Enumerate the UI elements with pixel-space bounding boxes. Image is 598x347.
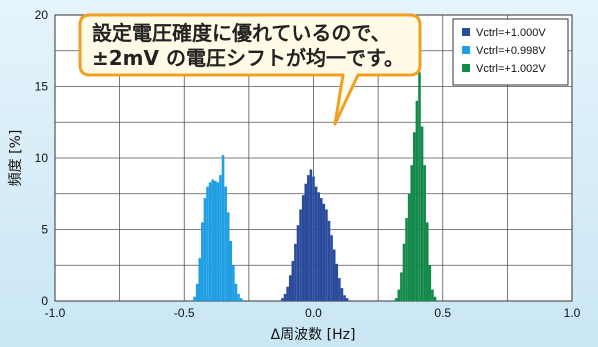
legend-label: Vctrl=+1.000V — [476, 27, 546, 39]
histogram-bar — [343, 295, 346, 301]
y-axis-title: 頻度 [%] — [8, 130, 24, 187]
histogram-bar — [296, 225, 300, 301]
histogram-bar — [332, 249, 336, 301]
histogram-bar — [195, 283, 199, 301]
histogram-bar — [325, 209, 328, 301]
histogram-bar — [283, 293, 287, 301]
histogram-bar — [413, 132, 416, 301]
histogram-bar — [203, 198, 207, 301]
callout: 設定電圧確度に優れているので、 ±2mV の電圧シフトが均一です。 — [78, 13, 422, 126]
histogram-bar — [335, 263, 339, 301]
histogram-bar — [219, 175, 222, 301]
callout-line-1: 設定電圧確度に優れているので、 — [92, 21, 391, 45]
y-tick-label: 0 — [41, 294, 48, 308]
histogram-bar — [312, 176, 315, 301]
histogram-bar — [239, 298, 243, 301]
histogram-bar — [232, 265, 235, 301]
histogram-bar — [394, 298, 398, 301]
y-tick-label: 10 — [35, 151, 49, 165]
legend: Vctrl=+1.000V Vctrl=+0.998V Vctrl=+1.002V — [452, 18, 569, 86]
x-axis-title: Δ周波数 [Hz] — [271, 327, 356, 343]
legend-swatch — [462, 46, 470, 54]
y-tick-label: 15 — [35, 80, 49, 94]
histogram-bar — [286, 286, 289, 301]
histogram-bar — [237, 293, 240, 301]
y-tick-label: 20 — [35, 8, 49, 22]
histogram-bar — [201, 222, 204, 301]
histogram-bar — [338, 278, 341, 301]
histogram-bar — [294, 243, 297, 301]
histogram-bar — [410, 165, 414, 301]
histogram-bar — [420, 126, 424, 301]
histogram-bar — [418, 72, 421, 301]
histogram-bar — [224, 186, 227, 301]
histogram-bar — [229, 240, 233, 301]
histogram-bar — [307, 175, 310, 301]
legend-label: Vctrl=+1.002V — [476, 63, 546, 75]
legend-swatch — [462, 64, 470, 72]
legend-label: Vctrl=+0.998V — [476, 45, 546, 57]
callout-line-2: ±2mV の電圧シフトが均一です。 — [92, 46, 404, 70]
histogram-bar — [206, 186, 209, 301]
x-tick-label: 0.5 — [434, 306, 451, 320]
histogram-bar — [288, 275, 292, 301]
histogram-bar — [314, 186, 318, 301]
histogram-bar — [301, 195, 305, 301]
histogram-bar — [304, 183, 308, 301]
histogram-bar — [425, 222, 429, 301]
histogram-bar — [433, 296, 437, 301]
histogram-bar — [309, 169, 313, 301]
histogram-bar — [193, 296, 196, 301]
histogram-bar — [234, 283, 238, 301]
x-tick-label: 0.0 — [305, 306, 322, 320]
histogram-bar — [402, 243, 406, 301]
x-tick-label: -1.0 — [45, 306, 66, 320]
histogram-bar — [299, 209, 302, 301]
y-tick-label: 5 — [41, 223, 48, 237]
callout-bubble — [78, 13, 422, 126]
histogram-bar — [198, 258, 202, 301]
histogram-bar — [213, 180, 217, 301]
histogram-bar — [405, 218, 408, 301]
histogram-bar — [423, 165, 426, 301]
histogram-bars — [193, 72, 437, 301]
histogram-bar — [397, 289, 401, 301]
legend-swatch — [462, 28, 470, 36]
histogram-bar — [291, 260, 295, 301]
histogram-bar — [281, 298, 284, 301]
legend-box — [452, 18, 569, 86]
histogram-bar — [317, 192, 320, 301]
histogram-bar — [319, 198, 323, 301]
histogram-bar — [208, 182, 212, 301]
histogram-bar — [327, 220, 331, 301]
histogram-bar — [221, 155, 225, 301]
x-tick-label: -0.5 — [174, 306, 195, 320]
histogram-bar — [345, 298, 349, 301]
histogram-bar — [415, 100, 419, 301]
histogram-bar — [400, 272, 403, 301]
histogram-bar — [216, 182, 220, 301]
histogram-bar — [431, 289, 434, 301]
histogram-bar — [226, 212, 230, 301]
histogram-bar — [322, 203, 326, 301]
axis-ticks: -1.0 -0.5 0.0 0.5 1.0 0 5 10 15 20 — [35, 8, 581, 320]
histogram-bar — [340, 288, 344, 301]
histogram-bar — [428, 265, 432, 301]
histogram-bar — [211, 179, 214, 301]
histogram-bar — [330, 235, 333, 301]
histogram-bar — [407, 193, 411, 301]
x-tick-label: 1.0 — [564, 306, 581, 320]
